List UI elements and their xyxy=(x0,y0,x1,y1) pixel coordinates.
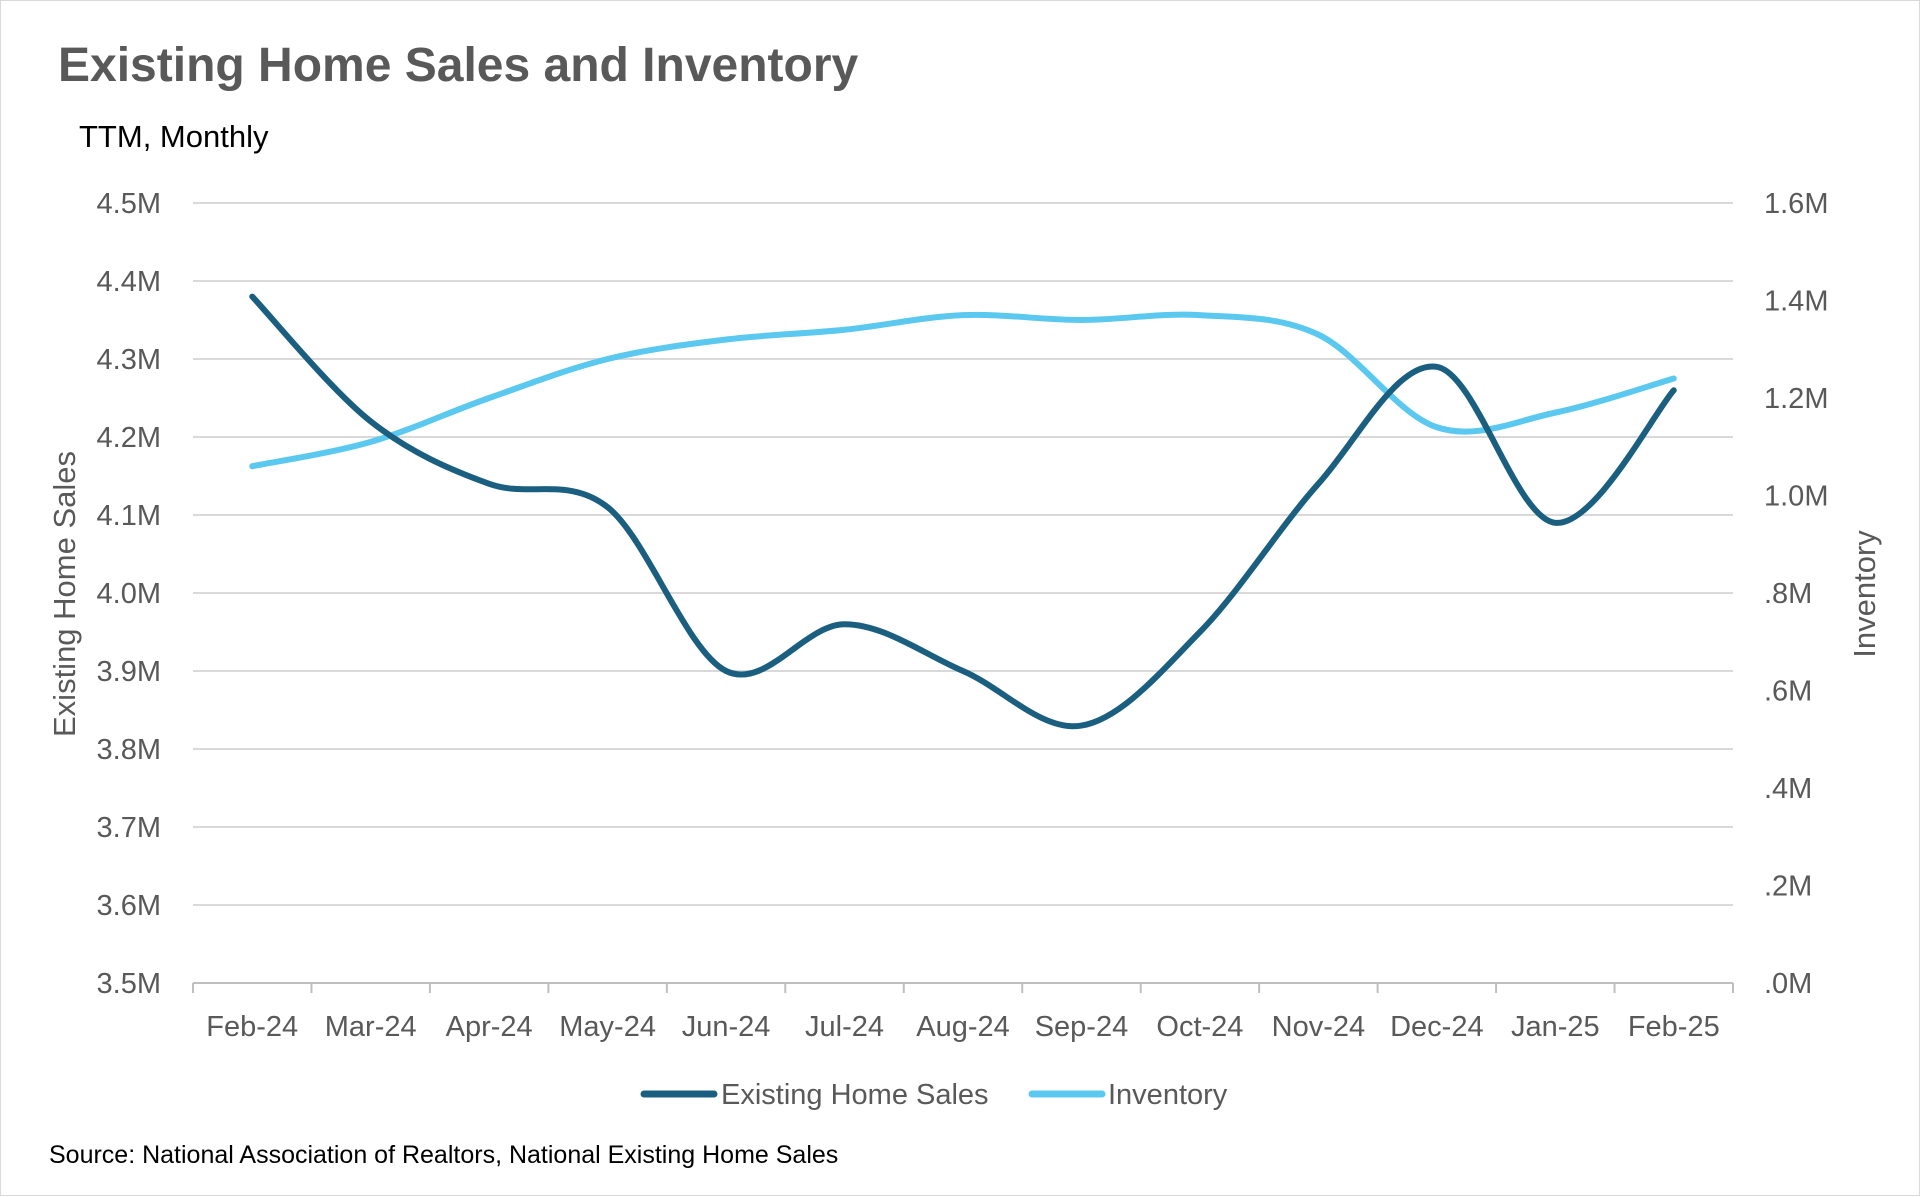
legend-label-inventory: Inventory xyxy=(1108,1079,1228,1111)
x-tick-label: Nov-24 xyxy=(1272,1011,1366,1043)
chart-title: Existing Home Sales and Inventory xyxy=(58,39,859,92)
x-tick-label: Aug-24 xyxy=(916,1011,1010,1043)
y-tick-label-left: 4.1M xyxy=(97,500,161,532)
x-axis: Feb-24 Mar-24 Apr-24 May-24 Jun-24 Jul-24 Aug-… xyxy=(192,982,1734,1043)
y-tick-label-left: 4.4M xyxy=(97,266,161,298)
y-tick-label-right: .4M xyxy=(1764,773,1812,805)
right-y-axis-ticks: 1.6M 1.4M 1.2M 1.0M .8M .6M .4M .2M .0M xyxy=(1764,188,1828,1000)
left-axis-title: Existing Home Sales xyxy=(47,451,82,737)
series-lines xyxy=(249,293,1677,730)
x-tick-label: Oct-24 xyxy=(1156,1011,1243,1043)
x-tick-label: Feb-24 xyxy=(206,1011,298,1043)
x-tick-label: Sep-24 xyxy=(1035,1011,1129,1043)
x-tick-label: Feb-25 xyxy=(1628,1011,1720,1043)
left-y-axis-ticks: 4.5M 4.4M 4.3M 4.2M 4.1M 4.0M 3.9M 3.8M 3.7M 3.6M… xyxy=(97,188,161,1000)
y-tick-label-left: 4.5M xyxy=(97,188,161,220)
legend: Existing Home Sales Inventory xyxy=(640,1079,1228,1111)
y-tick-label-right: 1.4M xyxy=(1764,286,1828,318)
x-tick-label: Jul-24 xyxy=(805,1011,884,1043)
x-tick-label: Dec-24 xyxy=(1390,1011,1484,1043)
x-tick-label: May-24 xyxy=(559,1011,656,1043)
y-tick-label-left: 4.2M xyxy=(97,422,161,454)
y-tick-label-left: 4.3M xyxy=(97,344,161,376)
gridlines xyxy=(193,202,1733,906)
y-tick-label-left: 3.7M xyxy=(97,812,161,844)
right-axis-title: Inventory xyxy=(1847,530,1882,658)
series-line-existing-home-sales xyxy=(249,293,1677,730)
x-tick-label: Jan-25 xyxy=(1511,1011,1600,1043)
x-tick-label: Jun-24 xyxy=(682,1011,771,1043)
y-tick-label-right: .6M xyxy=(1764,676,1812,708)
y-tick-label-left: 3.9M xyxy=(97,656,161,688)
y-tick-label-left: 4.0M xyxy=(97,578,161,610)
y-tick-label-left: 3.5M xyxy=(97,968,161,1000)
y-tick-label-right: .0M xyxy=(1764,968,1812,1000)
legend-label-existing-home-sales: Existing Home Sales xyxy=(721,1079,989,1111)
y-tick-label-right: .8M xyxy=(1764,578,1812,610)
x-tick-label: Mar-24 xyxy=(325,1011,417,1043)
y-tick-label-left: 3.6M xyxy=(97,890,161,922)
y-tick-label-right: 1.6M xyxy=(1764,188,1828,220)
x-tick-label: Apr-24 xyxy=(446,1011,533,1043)
y-tick-label-right: .2M xyxy=(1764,871,1812,903)
y-tick-label-right: 1.0M xyxy=(1764,481,1828,513)
y-tick-label-right: 1.2M xyxy=(1764,383,1828,415)
y-tick-label-left: 3.8M xyxy=(97,734,161,766)
source-note: Source: National Association of Realtors… xyxy=(49,1141,838,1169)
series-line-inventory xyxy=(249,311,1677,470)
chart-subtitle: TTM, Monthly xyxy=(79,119,269,154)
